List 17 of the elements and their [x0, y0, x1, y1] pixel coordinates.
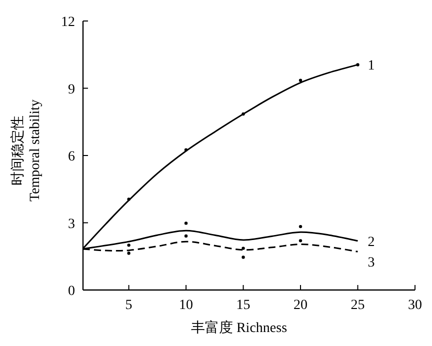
ylabel: Temporal stability: [28, 99, 43, 202]
xtick-label: 25: [350, 298, 365, 313]
series-label: 1: [368, 58, 375, 74]
ylabel: 时间稳定性: [11, 116, 26, 186]
ytick-label: 12: [61, 15, 75, 30]
ytick-label: 9: [68, 82, 75, 98]
xtick-label: 10: [179, 298, 194, 313]
ytick-label: 0: [68, 284, 75, 299]
series-label: 2: [368, 234, 375, 250]
ytick-label: 6: [68, 150, 75, 164]
xtick-label: 5: [125, 298, 132, 313]
ytick-label: 3: [68, 216, 75, 232]
series-label: 3: [368, 256, 375, 271]
xtick-label: 15: [236, 298, 250, 313]
xlabel: 丰富度 Richness: [190, 321, 288, 336]
xtick-label: 20: [294, 298, 308, 313]
xtick-label: 30: [408, 298, 422, 313]
